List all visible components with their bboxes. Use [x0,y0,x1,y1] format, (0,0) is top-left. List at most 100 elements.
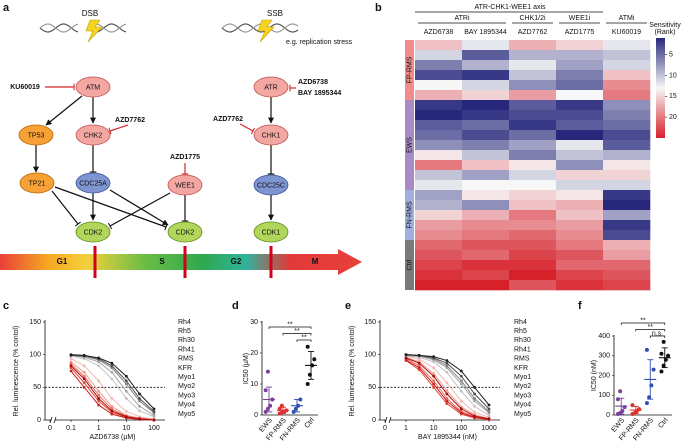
inhibitor-label: BAY 1895344 [298,90,341,97]
y-axis-title: IC50 (nM) [591,360,598,391]
heatmap-cell [556,220,604,231]
protein-label: CDK2 [176,229,195,236]
drug-class-label: ATMi [619,15,635,22]
legend-entry: Rh41 [178,346,195,353]
heatmap-cell [462,200,510,211]
legend-entry: KFR [514,365,528,372]
inhibition-line [239,123,256,135]
heatmap-cell [462,140,510,151]
heatmap-cell [462,80,510,91]
heatmap-cell [415,40,463,51]
heatmap-cell [509,220,557,231]
data-point [124,410,128,413]
heatmap-cell [415,120,463,131]
data-point [404,353,408,357]
protein-node [75,221,111,243]
activation-arrow [109,189,169,226]
group-bar [405,40,414,100]
data-point [69,353,73,357]
heatmap-cell [556,70,604,81]
dna-strand [221,23,299,33]
heatmap-cell [462,270,510,281]
heatmap-cell [509,40,557,51]
x-tick-label: 0 [48,425,52,432]
data-point [124,379,128,383]
drug-class-label: WEE1i [569,15,591,22]
inhibition-line [107,192,171,230]
heatmap-cell [603,200,651,211]
data-point [487,410,491,413]
heatmap-cell [462,50,510,61]
protein-node [253,221,289,243]
checkpoint-bar [183,246,187,278]
drug-class-label: CHK1/2i [519,15,546,22]
data-point [459,374,463,378]
data-point [110,370,114,374]
heatmap-cell [462,260,510,271]
x-tick-label: 0 [383,425,387,432]
y-tick-label: 50 [33,384,41,391]
data-point [404,356,408,360]
data-point [97,364,101,368]
protein-label: CDK1 [262,229,281,236]
data-point [152,414,156,417]
heatmap-cell [603,280,651,291]
y-tick-label: 100 [29,352,41,359]
colorbar-tick-label: 5 [669,52,673,59]
data-point [263,388,268,393]
significance-bracket [649,335,666,338]
data-point [110,404,114,408]
heatmap-cell [556,270,604,281]
data-point [473,414,476,418]
inhibition-line [54,186,168,231]
protein-node [253,124,289,146]
data-point [432,385,436,389]
heatmap-cell [509,110,557,121]
data-point [432,366,436,370]
data-point [459,379,463,383]
legend-entry: Rh41 [514,346,531,353]
legend-entry: Rh30 [514,337,531,344]
heatmap-cell [509,160,557,171]
lightning [257,19,275,43]
y-tick-label: 100 [364,352,376,359]
heatmap-cell [415,270,463,281]
heatmap-cell [509,240,557,251]
significance-bracket [296,339,312,342]
heatmap-cell [603,220,651,231]
protein-node [75,172,111,194]
heatmap-cell [462,170,510,181]
y-tick-label: 150 [364,319,376,326]
legend-entry: Myo4 [514,402,531,409]
inhibitor-label: KU60019 [10,84,40,91]
legend-entry: KFR [178,365,192,372]
data-point [82,364,86,368]
heatmap-cell [462,190,510,201]
data-point [445,361,449,365]
heatmap-cell [415,250,463,261]
data-point [110,412,114,416]
phase-label: G1 [57,257,68,266]
data-point [417,361,421,365]
column-label: AZD1775 [565,29,595,36]
phase-label: G2 [231,257,242,266]
data-point [432,355,436,359]
data-point [97,356,101,360]
data-point [124,382,128,386]
data-point [445,370,449,374]
activation-arrow [45,95,83,126]
data-point [291,409,296,414]
heatmap-cell [462,90,510,101]
axis-break [49,416,53,424]
legend-entry: Myo1 [178,374,195,381]
heatmap-cell [509,140,557,151]
heatmap-cell [415,70,463,81]
legend-entry: Myo1 [514,374,531,381]
data-point [97,389,101,393]
data-point [138,399,141,403]
y-tick-label: 0 [37,417,41,424]
heatmap-cell [603,80,651,91]
heatmap-cell [509,230,557,241]
data-point [69,357,73,360]
group-label: FN-RMS [406,201,413,229]
